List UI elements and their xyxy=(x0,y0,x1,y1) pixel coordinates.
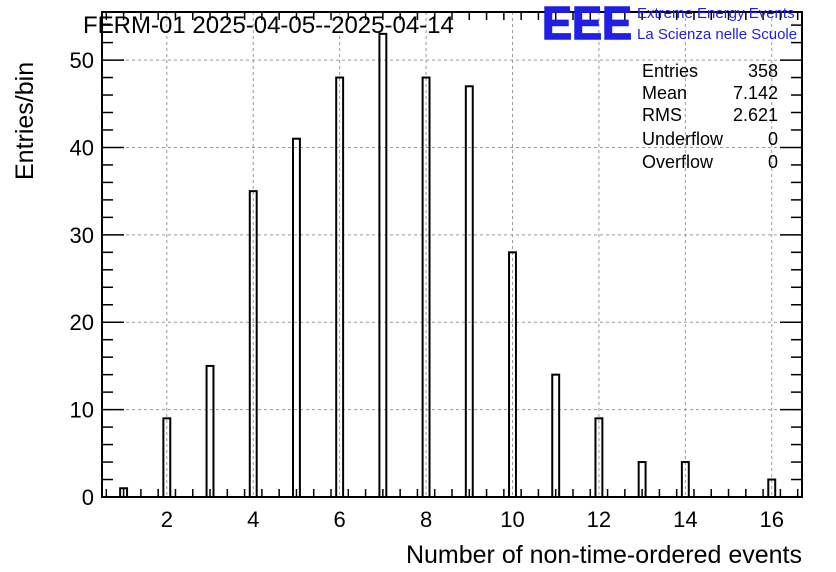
stats-value-entries: 358 xyxy=(748,61,778,81)
histogram-bar xyxy=(378,32,388,499)
y-tick-label: 40 xyxy=(70,135,94,160)
bars-layer xyxy=(119,32,777,499)
y-tick-label: 50 xyxy=(70,48,94,73)
axes-layer xyxy=(101,11,803,498)
histogram-bar xyxy=(291,137,301,499)
stats-value-mean: 7.142 xyxy=(733,83,778,103)
eee-logo-line1: Extreme Energy Events xyxy=(637,5,795,22)
eee-logo: EEE Extreme Energy Events La Scienza nel… xyxy=(541,0,797,50)
x-tick-label: 16 xyxy=(760,507,784,532)
stats-label-overflow: Overflow xyxy=(642,152,714,172)
stats-box: Entries 358 Mean 7.142 RMS 2.621 Underfl… xyxy=(642,61,778,172)
x-tick-label: 12 xyxy=(587,507,611,532)
y-tick-label: 0 xyxy=(82,485,94,510)
grid-lines xyxy=(102,12,802,497)
tick-labels: 2 4 6 8 10 12 14 16 0 10 20 30 40 50 xyxy=(70,48,784,532)
stats-label-entries: Entries xyxy=(642,61,698,81)
y-tick-label: 20 xyxy=(70,310,94,335)
chart-title: FERM-01 2025-04-05--2025-04-14 xyxy=(83,12,454,39)
histogram-bar xyxy=(205,364,215,498)
stats-label-underflow: Underflow xyxy=(642,129,724,149)
x-tick-label: 6 xyxy=(334,507,346,532)
x-tick-label: 4 xyxy=(247,507,259,532)
y-axis-label: Entries/bin xyxy=(11,62,39,180)
stats-label-rms: RMS xyxy=(642,105,682,125)
x-tick-label: 8 xyxy=(420,507,432,532)
histogram-bar xyxy=(551,373,561,498)
y-tick-label: 30 xyxy=(70,223,94,248)
stats-value-underflow: 0 xyxy=(768,129,778,149)
stats-value-rms: 2.621 xyxy=(733,105,778,125)
histogram-bar xyxy=(680,461,690,498)
stats-value-overflow: 0 xyxy=(768,152,778,172)
x-axis-label: Number of non-time-ordered events xyxy=(406,541,802,569)
stats-label-mean: Mean xyxy=(642,83,687,103)
eee-logo-mark: EEE xyxy=(542,0,632,49)
eee-logo-line2: La Scienza nelle Scuole xyxy=(637,26,797,43)
x-tick-label: 2 xyxy=(161,507,173,532)
x-tick-label: 14 xyxy=(673,507,697,532)
x-tick-label: 10 xyxy=(500,507,524,532)
y-tick-label: 10 xyxy=(70,398,94,423)
